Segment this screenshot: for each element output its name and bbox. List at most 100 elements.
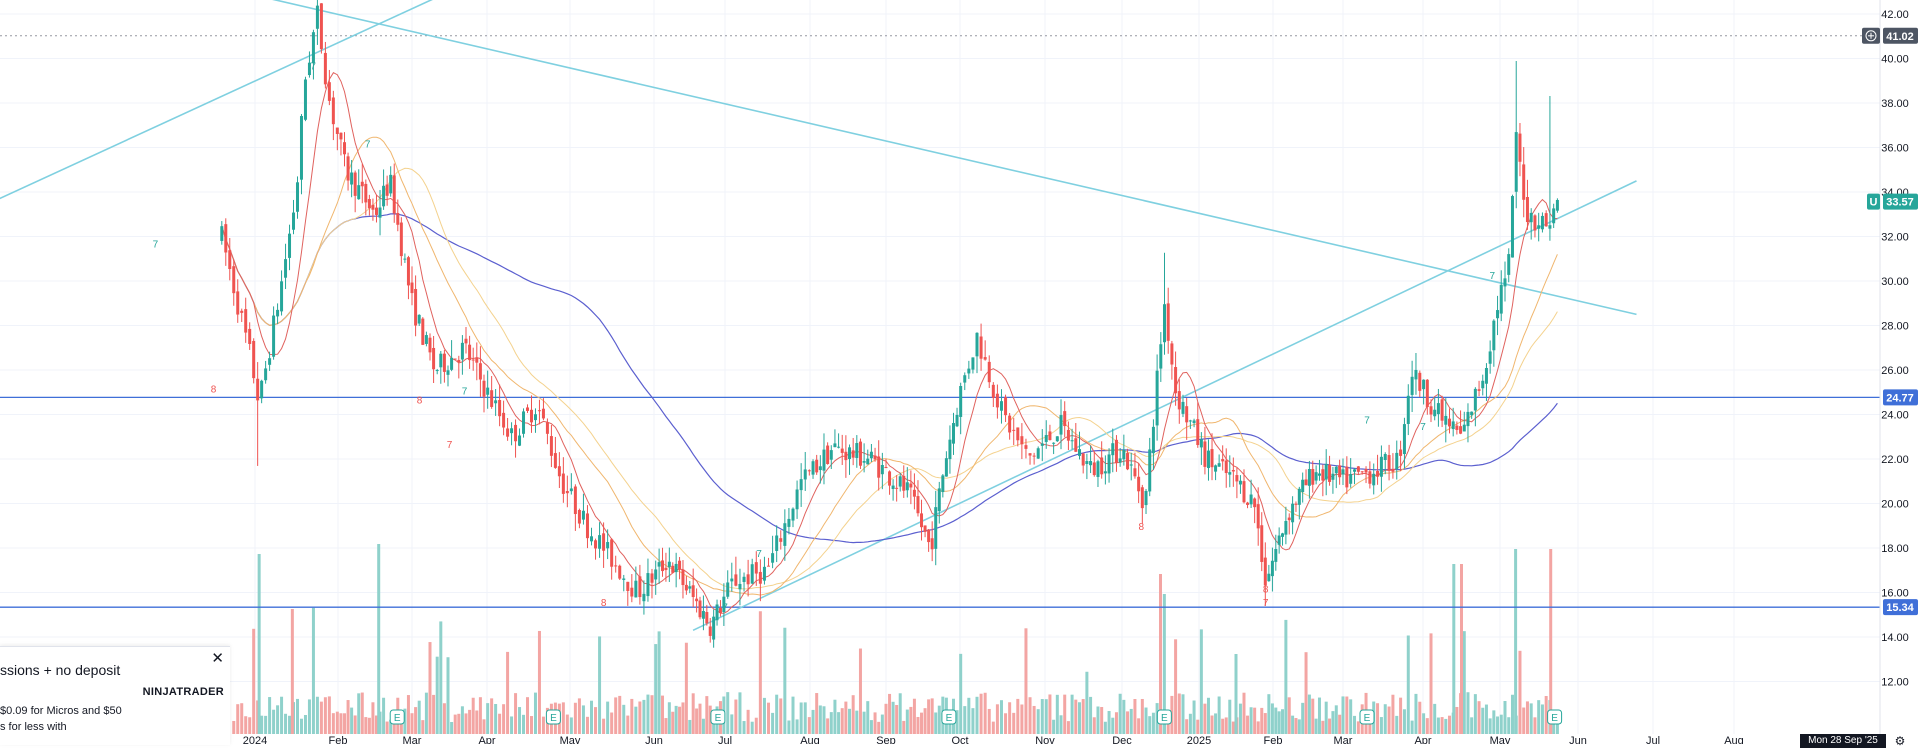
price-tick-label: 18.00	[1881, 543, 1909, 555]
candle	[840, 434, 844, 465]
volume-bar	[634, 706, 638, 734]
candle-body	[1387, 455, 1391, 471]
earnings-marker[interactable]: E	[1156, 709, 1172, 725]
candle	[1270, 547, 1274, 592]
signal-marker: 7	[1263, 598, 1269, 609]
price-tick-label: 30.00	[1881, 276, 1909, 288]
volume-bar	[280, 696, 284, 734]
time-tick-label: Jul	[1646, 735, 1660, 744]
earnings-marker-box[interactable]	[1547, 709, 1563, 725]
earnings-marker[interactable]: E	[545, 709, 561, 725]
candle-body	[880, 465, 884, 475]
candle-body	[343, 142, 347, 155]
close-icon[interactable]: ✕	[211, 650, 224, 667]
add-alert-icon[interactable]	[1862, 27, 1880, 44]
price-tick-label: 24.00	[1881, 410, 1909, 422]
volume-bar	[916, 716, 920, 734]
ad-brand-logo[interactable]: NINJATRADER	[142, 686, 224, 698]
candle	[1410, 360, 1414, 413]
signal-marker: 7	[1364, 415, 1370, 426]
trendlines[interactable]	[0, 0, 1637, 632]
candle-body	[1436, 403, 1440, 415]
candle-body	[909, 483, 913, 488]
candle	[705, 604, 709, 626]
candle	[1118, 447, 1122, 467]
candle	[573, 484, 577, 531]
volume-bar	[840, 708, 844, 734]
signal-marker: 7	[1490, 271, 1496, 282]
volume-bar	[377, 544, 381, 734]
candle	[475, 342, 479, 381]
volume-bar	[1345, 696, 1349, 734]
volume-bar	[1174, 639, 1178, 734]
candle-body	[399, 222, 403, 257]
volume-bar	[1267, 694, 1271, 734]
volume-bar	[450, 721, 454, 734]
horizontal-levels[interactable]	[0, 396, 1880, 608]
candle-body	[350, 172, 354, 185]
candle-body	[1444, 415, 1448, 425]
volume-bar	[967, 697, 971, 734]
earnings-marker[interactable]: E	[941, 709, 957, 725]
time-axis[interactable]: 2024 Feb Mar Apr May Jun Jul Aug Sep Oct Nov Dec 202…	[243, 735, 1744, 744]
earnings-marker[interactable]: E	[1359, 709, 1375, 725]
candle-body	[1499, 284, 1503, 314]
candle-body	[674, 563, 678, 573]
volume-bar	[1324, 701, 1328, 734]
candle-body	[284, 259, 288, 278]
earnings-marker[interactable]: E	[710, 709, 726, 725]
volume-bar	[311, 607, 315, 734]
candle-body	[767, 565, 771, 567]
trendline[interactable]	[259, 0, 1637, 316]
candle	[1224, 448, 1228, 488]
volume-bar	[738, 692, 742, 734]
earnings-marker-box[interactable]	[1359, 709, 1375, 725]
level-upper-tag-text: 24.77	[1886, 392, 1914, 404]
candle	[895, 475, 899, 502]
trendline[interactable]	[692, 180, 1637, 632]
candle-body	[1111, 443, 1115, 456]
candle-body	[1077, 449, 1081, 456]
price-axis[interactable]: 42.0040.0038.0036.0034.0032.0030.0028.00…	[1879, 0, 1909, 744]
candle	[1206, 439, 1210, 481]
earnings-marker-box[interactable]	[941, 709, 957, 725]
advertisement-panel[interactable]: ✕ ssions + no deposit NINJATRADER $0.09 …	[0, 646, 230, 745]
settings-icon[interactable]: ⚙	[1894, 734, 1906, 748]
candle-body	[1055, 436, 1059, 442]
candle-body	[1170, 343, 1174, 365]
earnings-marker-box[interactable]	[1156, 709, 1172, 725]
candle-body	[1163, 304, 1167, 343]
volume-bar	[688, 719, 692, 734]
time-tick-label: Mar	[1334, 735, 1353, 744]
candle-body	[1137, 476, 1141, 492]
candle	[762, 556, 766, 585]
earnings-marker-box[interactable]	[710, 709, 726, 725]
earnings-marker[interactable]: E	[389, 709, 405, 725]
date-range-label[interactable]: Mon 28 Sep '25	[1800, 734, 1886, 748]
candle-body	[822, 449, 826, 471]
earnings-marker-label: E	[715, 713, 722, 724]
candle-body	[1301, 479, 1305, 492]
signal-marker: 7	[447, 440, 453, 451]
candle-body	[280, 281, 284, 312]
earnings-marker-box[interactable]	[545, 709, 561, 725]
candle-body	[1096, 461, 1100, 477]
volume-bar	[626, 715, 630, 734]
candle-body	[1473, 388, 1477, 411]
volume-bar	[795, 719, 799, 734]
earnings-marker[interactable]: E	[1547, 709, 1563, 725]
volume-bar	[705, 696, 709, 734]
candle-body	[248, 328, 252, 344]
earnings-marker-box[interactable]	[389, 709, 405, 725]
candle-body	[712, 616, 716, 640]
candle	[1301, 472, 1305, 503]
candle-body	[722, 596, 726, 613]
candle-body	[549, 436, 553, 456]
candle-body	[1270, 560, 1274, 577]
candle-body	[912, 489, 916, 497]
trendline[interactable]	[0, 0, 584, 200]
candle	[923, 525, 927, 538]
